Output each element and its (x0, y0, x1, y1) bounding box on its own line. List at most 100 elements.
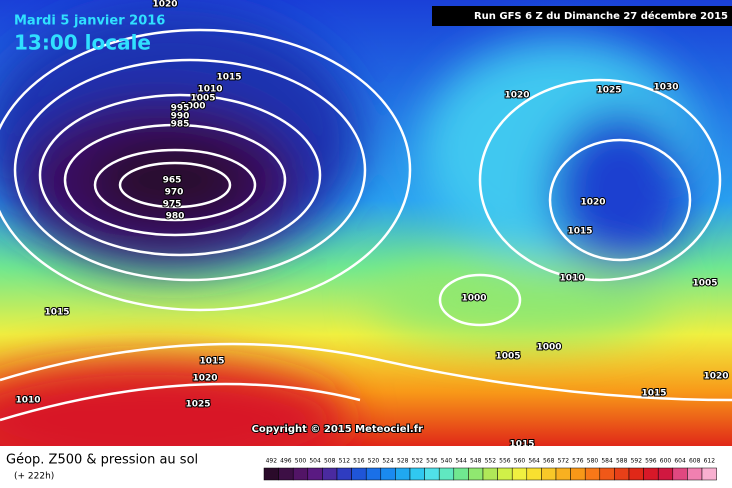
scale-swatch (424, 467, 440, 481)
scale-label: 536 (426, 458, 438, 465)
isobar-label: 1005 (190, 94, 215, 104)
scale-swatch (555, 467, 571, 481)
isobar-label: 1010 (15, 396, 40, 406)
scale-swatch (701, 467, 717, 481)
isobar-label: 1000 (536, 343, 561, 353)
isobar-label: 970 (165, 188, 184, 198)
scale-label: 524 (382, 458, 394, 465)
isobar-label: 1015 (641, 389, 666, 399)
scale-label: 512 (339, 458, 351, 465)
scale-label: 500 (295, 458, 307, 465)
scale-swatch (292, 467, 309, 481)
scale-label: 604 (674, 458, 686, 465)
scale-swatch (643, 467, 659, 481)
isobar-label: 1030 (653, 83, 678, 93)
scale-label: 548 (470, 458, 482, 465)
scale-swatch (409, 467, 425, 481)
isobar-label: 1010 (559, 274, 584, 284)
isobar-label: 1015 (567, 227, 592, 237)
scale-swatch (336, 467, 352, 481)
isobar-labels: 1020101510101005100099599098596597097598… (14, 0, 729, 451)
isobars (0, 28, 732, 422)
scale-label: 596 (645, 458, 657, 465)
isobar-label: 1005 (692, 279, 717, 289)
scale-label: 544 (455, 458, 467, 465)
scale-label: 608 (689, 458, 701, 465)
isobar-label: 1015 (44, 308, 69, 318)
isobar-label: 965 (163, 176, 182, 186)
scale-swatch (599, 467, 615, 481)
isobar-label: 1005 (495, 352, 520, 362)
scale-swatch (438, 467, 455, 481)
scale-swatch (453, 467, 469, 481)
copyright: Copyright © 2015 Meteociel.fr (252, 424, 423, 435)
scale-label: 576 (572, 458, 584, 465)
run-banner (432, 6, 732, 26)
isobar-label: 985 (171, 120, 190, 130)
isobar-label: 1020 (580, 198, 605, 208)
scale-swatch (570, 467, 586, 481)
isobar-label: 995 (171, 104, 190, 114)
scale-swatch (263, 467, 279, 481)
scale-label: 560 (514, 458, 526, 465)
lead-time: (+ 222h) (14, 472, 54, 482)
legend-title: Géop. Z500 & pression au sol (6, 453, 198, 468)
run-info: Run GFS 6 Z du Dimanche 27 décembre 2015 (474, 10, 728, 22)
scale-swatch (657, 467, 674, 481)
forecast-time: 13:00 locale (14, 31, 151, 55)
isobar-label: 1020 (152, 0, 177, 10)
scale-swatch (351, 467, 367, 481)
isobar-label: 1025 (185, 400, 210, 410)
scale-swatch (511, 467, 528, 481)
scale-swatch (687, 467, 703, 481)
isobar-label: 1020 (504, 91, 529, 101)
isobar-label: 1020 (703, 372, 728, 382)
scale-swatch (395, 467, 411, 481)
scale-swatch (468, 467, 484, 481)
scale-label: 556 (499, 458, 511, 465)
scale-label: 564 (528, 458, 540, 465)
scale-swatch (526, 467, 542, 481)
scale-swatch (672, 467, 688, 481)
scale-swatch (614, 467, 630, 481)
isobar-label: 1025 (596, 86, 621, 96)
scale-swatch (541, 467, 557, 481)
scale-label: 612 (704, 458, 716, 465)
scale-label: 528 (397, 458, 409, 465)
scale-swatch (278, 467, 294, 481)
scale-label: 600 (660, 458, 672, 465)
scale-swatch (628, 467, 644, 481)
scale-swatch (365, 467, 382, 481)
scale-label: 584 (601, 458, 613, 465)
isobar-label: 1020 (192, 374, 217, 384)
scale-label: 492 (266, 458, 278, 465)
scale-swatch (482, 467, 498, 481)
scale-label: 508 (324, 458, 336, 465)
isobar-label: 1015 (216, 73, 241, 83)
isobar-label: 1010 (197, 85, 222, 95)
isobar-label: 980 (166, 212, 185, 222)
scale-label: 496 (280, 458, 292, 465)
isobar-label: 1000 (461, 294, 486, 304)
scale-swatch (584, 467, 601, 481)
scale-label: 552 (485, 458, 497, 465)
scale-label: 540 (441, 458, 453, 465)
color-scale: 492 496 500 504 508 512 516 520 524 528 532 536 540 5… (263, 458, 717, 481)
scale-label: 588 (616, 458, 628, 465)
scale-label: 520 (368, 458, 380, 465)
scale-label: 504 (309, 458, 321, 465)
scale-label: 516 (353, 458, 365, 465)
scale-swatch (307, 467, 323, 481)
isobar-label: 990 (171, 112, 190, 122)
scale-swatch (322, 467, 338, 481)
scale-label: 568 (543, 458, 555, 465)
scale-label: 532 (412, 458, 424, 465)
isobar-label: 1000 (180, 102, 205, 112)
scale-label: 572 (558, 458, 570, 465)
scale-label: 592 (631, 458, 643, 465)
scale-swatch (497, 467, 513, 481)
isobar-label: 1015 (199, 357, 224, 367)
forecast-date: Mardi 5 janvier 2016 (14, 14, 165, 29)
scale-label: 580 (587, 458, 599, 465)
